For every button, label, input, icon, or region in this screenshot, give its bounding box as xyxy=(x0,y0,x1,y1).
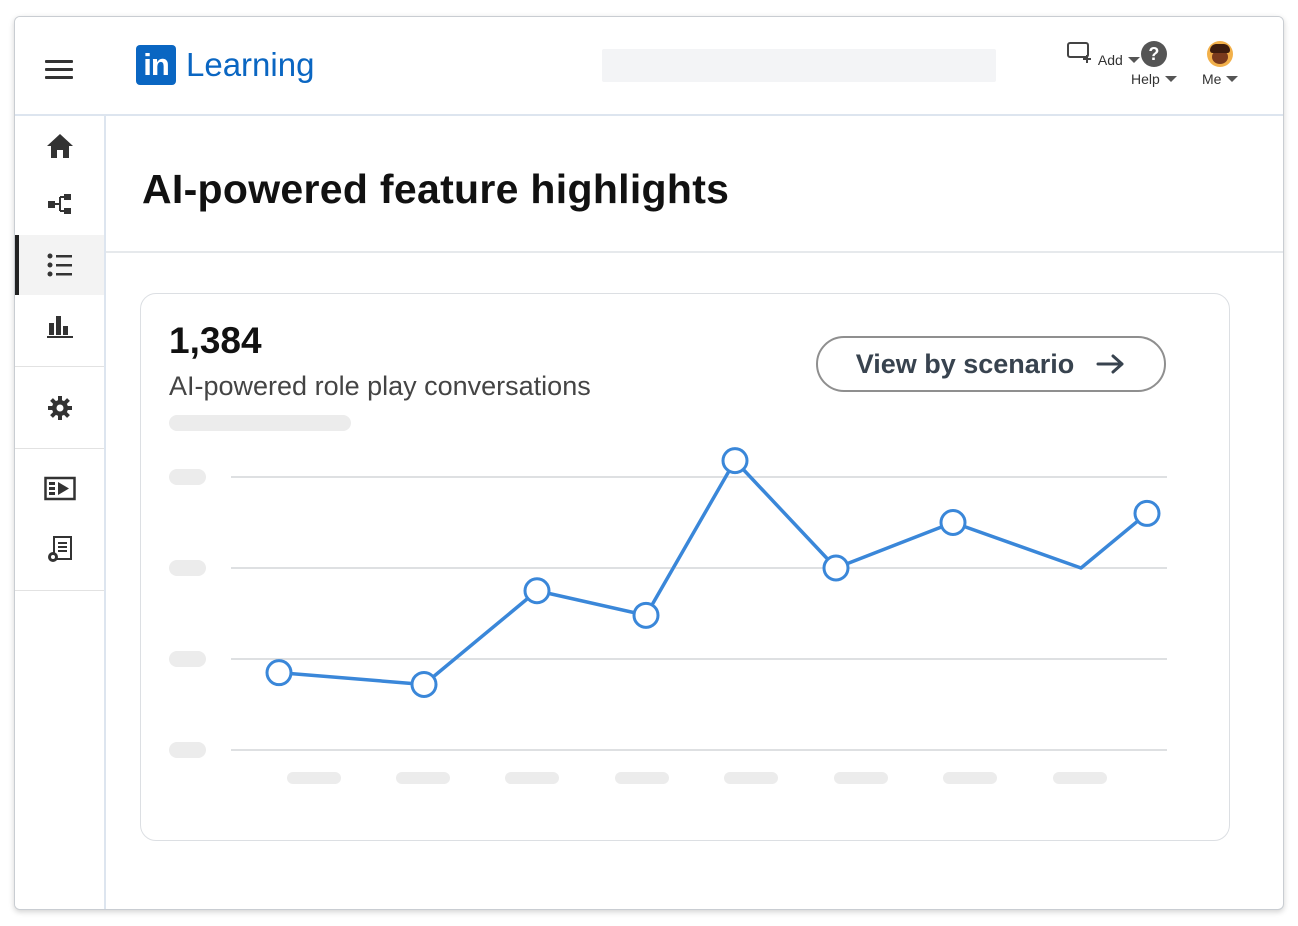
x-tick-placeholder xyxy=(287,772,341,784)
y-tick-placeholder xyxy=(169,651,206,667)
me-label: Me xyxy=(1202,71,1222,87)
data-point[interactable] xyxy=(1133,499,1161,527)
list-icon xyxy=(47,253,72,277)
data-point[interactable] xyxy=(410,670,438,698)
page-title: AI-powered feature highlights xyxy=(142,166,730,212)
y-tick-placeholder xyxy=(169,469,206,485)
logo-text: Learning xyxy=(186,46,315,83)
menu-icon[interactable] xyxy=(45,60,73,80)
caret-down-icon xyxy=(1226,76,1239,82)
gear-icon xyxy=(47,396,72,420)
home-icon xyxy=(46,134,73,158)
sidebar-item-list[interactable] xyxy=(15,235,104,295)
x-tick-placeholder xyxy=(615,772,669,784)
sidebar-item-insights[interactable] xyxy=(15,296,104,356)
x-tick-placeholder xyxy=(505,772,559,784)
add-label: Add xyxy=(1097,52,1123,68)
sidebar-item-home[interactable] xyxy=(15,116,104,176)
placeholder-bar xyxy=(169,415,351,431)
series-line xyxy=(278,458,1149,687)
add-button[interactable]: Add xyxy=(1066,41,1140,68)
me-button[interactable]: Me xyxy=(1202,41,1239,87)
avatar xyxy=(1207,41,1234,67)
page-header: AI-powered feature highlights xyxy=(106,116,1283,253)
x-tick-placeholder xyxy=(834,772,888,784)
arrow-right-icon xyxy=(1096,354,1124,374)
sidebar-divider xyxy=(15,448,104,449)
data-point[interactable] xyxy=(523,577,551,605)
sidebar-divider xyxy=(15,590,104,591)
search-input[interactable] xyxy=(602,49,996,82)
sidebar-item-settings[interactable] xyxy=(15,378,104,438)
y-tick-placeholder xyxy=(169,742,206,758)
caret-down-icon xyxy=(1127,57,1140,63)
line-chart xyxy=(169,447,1167,784)
sidebar-divider xyxy=(15,366,104,367)
bar-chart-icon xyxy=(46,316,73,338)
metric-label: AI-powered role play conversations xyxy=(169,371,591,401)
data-point[interactable] xyxy=(822,554,850,582)
view-by-scenario-button[interactable]: View by scenario xyxy=(816,336,1166,392)
sidebar-item-content[interactable] xyxy=(15,459,104,519)
data-point[interactable] xyxy=(939,509,967,536)
data-point[interactable] xyxy=(265,659,293,687)
logo-mark: in xyxy=(136,45,176,85)
org-structure-icon xyxy=(47,194,71,214)
metric-value: 1,384 xyxy=(169,320,262,361)
left-sidebar xyxy=(15,116,106,909)
data-point[interactable] xyxy=(721,447,749,475)
x-tick-placeholder xyxy=(1053,772,1107,784)
metric-card: 1,384 AI-powered role play conversations… xyxy=(140,293,1230,841)
help-label: Help xyxy=(1131,71,1160,87)
data-point[interactable] xyxy=(632,601,660,629)
x-tick-placeholder xyxy=(724,772,778,784)
x-tick-placeholder xyxy=(943,772,997,784)
settings-document-icon xyxy=(47,536,72,562)
help-icon: ? xyxy=(1140,41,1167,67)
add-content-icon xyxy=(1067,42,1091,63)
sidebar-item-structure[interactable] xyxy=(15,174,104,234)
x-tick-placeholder xyxy=(396,772,450,784)
sidebar-item-admin[interactable] xyxy=(15,520,104,580)
video-icon xyxy=(43,476,76,501)
help-button[interactable]: ? Help xyxy=(1131,41,1177,87)
view-by-scenario-label: View by scenario xyxy=(855,348,1075,379)
app-window: in Learning Add ? Help Me xyxy=(14,16,1284,910)
linkedin-learning-logo[interactable]: in Learning xyxy=(136,45,314,85)
y-tick-placeholder xyxy=(169,560,206,576)
caret-down-icon xyxy=(1164,76,1177,82)
top-header: in Learning Add ? Help Me xyxy=(15,17,1283,116)
